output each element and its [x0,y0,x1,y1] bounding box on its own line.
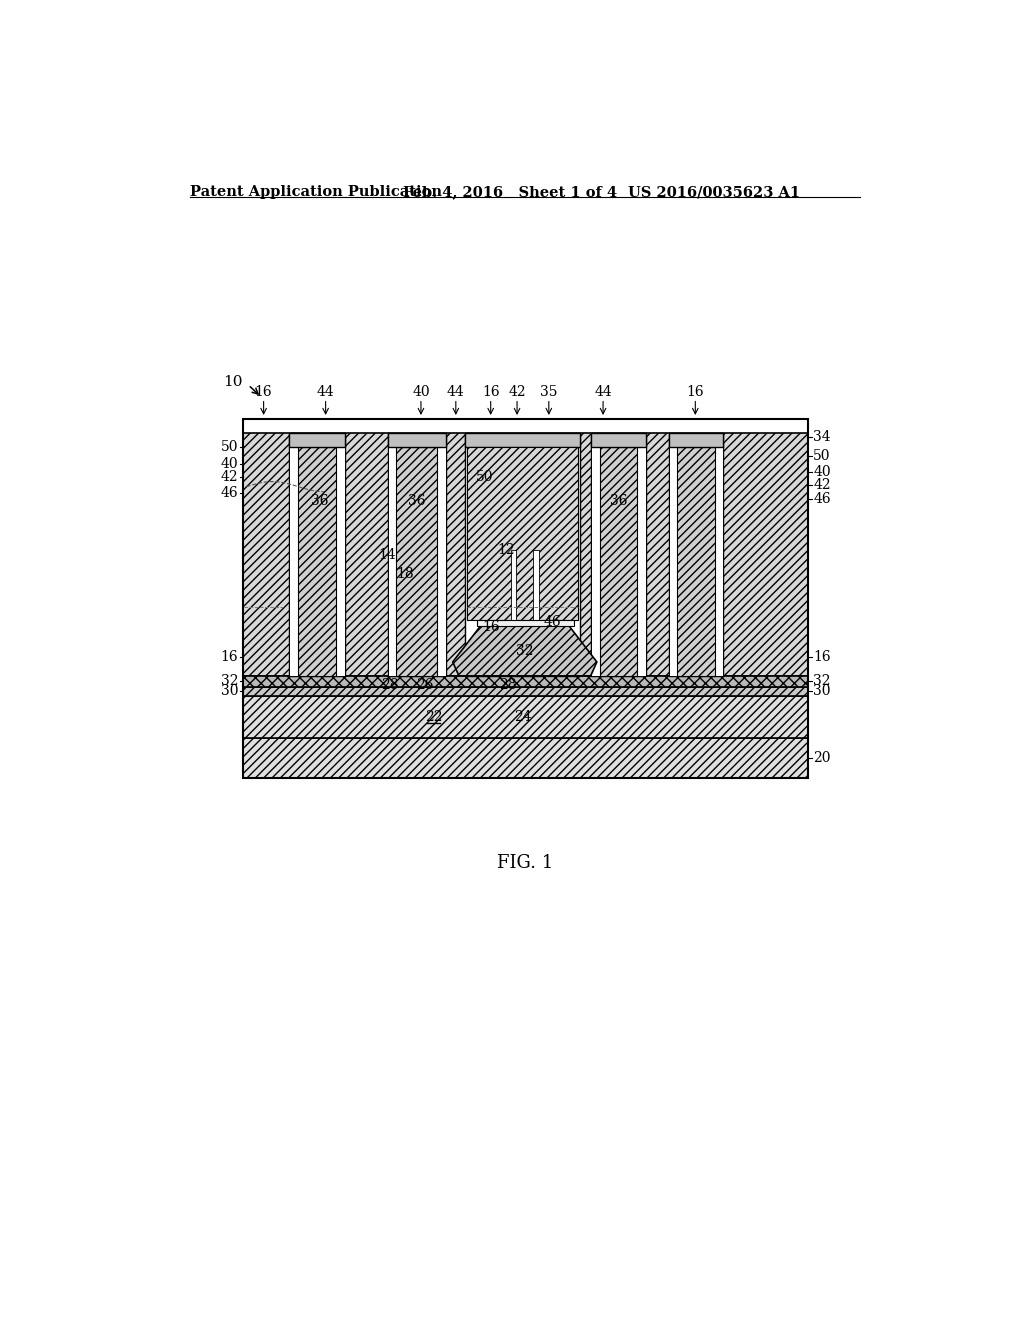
Text: 50: 50 [813,449,830,463]
Text: 12: 12 [498,543,515,557]
Text: 18: 18 [396,568,415,581]
Text: 30: 30 [813,684,830,698]
Text: 28: 28 [381,678,398,692]
Text: 30: 30 [220,684,238,698]
Text: 46: 46 [544,615,561,630]
Bar [396,447,437,676]
Text: 36: 36 [610,494,628,508]
Bar [289,433,345,676]
Bar [637,447,646,676]
Text: 46: 46 [220,486,238,500]
Bar [511,549,516,676]
Text: FIG. 1: FIG. 1 [497,854,553,873]
Text: 44: 44 [316,384,335,399]
Text: US 2016/0035623 A1: US 2016/0035623 A1 [628,185,800,199]
Text: 42: 42 [220,470,238,484]
Bar [465,433,580,447]
Text: 24: 24 [514,710,532,725]
Bar [592,447,600,676]
Bar [243,738,809,779]
Text: 26: 26 [416,678,433,692]
Text: 50: 50 [220,440,238,454]
Text: 40: 40 [813,465,830,479]
Text: 40: 40 [412,384,430,399]
Bar [534,549,539,676]
Bar [388,433,445,447]
Bar [437,447,445,676]
Text: 44: 44 [446,384,465,399]
Bar [298,447,337,676]
Bar [289,433,345,447]
Bar [592,433,646,676]
Text: 14: 14 [379,548,396,561]
Text: 42: 42 [813,478,830,492]
Text: 50: 50 [476,470,494,484]
Text: 16: 16 [813,649,830,664]
Bar [678,447,715,676]
Text: 22: 22 [425,710,442,725]
Polygon shape [453,626,597,676]
Bar [465,433,580,676]
Bar [243,676,809,686]
Bar [243,418,809,779]
Text: 20: 20 [813,751,830,766]
Text: 16: 16 [255,384,272,399]
Text: 34: 34 [813,430,830,444]
Text: 32: 32 [813,675,830,688]
Bar [592,433,646,447]
Bar [243,433,809,676]
Text: 40: 40 [220,457,238,471]
Bar [600,447,637,676]
Bar [289,447,298,676]
Text: 36: 36 [409,494,426,508]
Bar [669,433,723,447]
Bar [511,549,539,676]
Bar [388,447,396,676]
Text: Feb. 4, 2016   Sheet 1 of 4: Feb. 4, 2016 Sheet 1 of 4 [403,185,617,199]
Bar [669,447,678,676]
Text: 44: 44 [594,384,612,399]
Text: 16: 16 [482,620,500,635]
Text: 32: 32 [516,644,534,659]
Text: 10: 10 [223,375,243,388]
Text: 16: 16 [220,649,238,664]
Bar [388,433,445,676]
Bar [243,686,809,696]
Bar [477,619,573,626]
Bar [467,447,579,619]
Text: 28: 28 [499,678,516,692]
Text: 36: 36 [311,494,329,508]
Bar [337,447,345,676]
Text: 42: 42 [508,384,526,399]
Text: 32: 32 [220,675,238,688]
Text: 46: 46 [813,492,830,506]
Bar [243,696,809,738]
Bar [715,447,723,676]
Text: 35: 35 [540,384,558,399]
Text: 16: 16 [482,384,500,399]
Bar [669,433,723,676]
Text: 16: 16 [686,384,705,399]
Text: Patent Application Publication: Patent Application Publication [190,185,442,199]
